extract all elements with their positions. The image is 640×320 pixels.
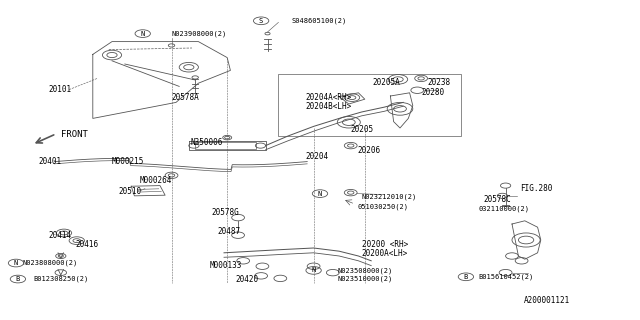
Text: S048605100(2): S048605100(2) <box>291 18 346 24</box>
Text: A200001121: A200001121 <box>524 296 570 305</box>
Text: 20416: 20416 <box>76 240 99 249</box>
Text: B012308250(2): B012308250(2) <box>33 276 88 282</box>
Text: 20401: 20401 <box>38 157 61 166</box>
Text: S: S <box>259 18 263 24</box>
Text: 20420: 20420 <box>236 276 259 284</box>
Text: 20205A: 20205A <box>372 78 400 87</box>
Text: B: B <box>464 274 468 280</box>
Text: N023510000(2): N023510000(2) <box>338 276 393 282</box>
Bar <box>278 74 461 136</box>
Text: 20510: 20510 <box>118 188 141 196</box>
Text: 20101: 20101 <box>48 85 71 94</box>
Text: M000215: M000215 <box>112 157 145 166</box>
Text: M000133: M000133 <box>210 261 243 270</box>
Text: 032110000(2): 032110000(2) <box>479 205 530 212</box>
Text: N023212010(2): N023212010(2) <box>362 194 417 200</box>
Text: B015610452(2): B015610452(2) <box>479 274 534 280</box>
Text: N: N <box>14 260 18 266</box>
Text: 20238: 20238 <box>428 78 451 87</box>
Text: B: B <box>16 276 20 282</box>
Text: 20578A: 20578A <box>172 93 199 102</box>
Text: 20487: 20487 <box>218 228 241 236</box>
Bar <box>195 142 256 149</box>
Text: 20200 <RH>: 20200 <RH> <box>362 240 408 249</box>
Text: FIG.280: FIG.280 <box>520 184 552 193</box>
Text: 20578C: 20578C <box>483 195 511 204</box>
Text: N023908000(2): N023908000(2) <box>172 30 227 37</box>
Text: 20206: 20206 <box>357 146 380 155</box>
Text: M000264: M000264 <box>140 176 172 185</box>
Text: 20204B<LH>: 20204B<LH> <box>306 102 352 111</box>
Text: 20204A<RH>: 20204A<RH> <box>306 93 352 102</box>
Text: 20200A<LH>: 20200A<LH> <box>362 249 408 258</box>
Text: N023508000(2): N023508000(2) <box>338 267 393 274</box>
Text: 20578G: 20578G <box>211 208 239 217</box>
Text: 20414: 20414 <box>48 231 71 240</box>
Text: N350006: N350006 <box>191 138 223 147</box>
Text: 20204: 20204 <box>306 152 329 161</box>
Text: FRONT: FRONT <box>61 130 88 139</box>
Text: N: N <box>318 191 322 196</box>
Text: N: N <box>141 31 145 36</box>
Text: N: N <box>312 268 316 273</box>
Text: 051030250(2): 051030250(2) <box>357 203 408 210</box>
Text: N023808000(2): N023808000(2) <box>22 260 77 266</box>
Text: 20205: 20205 <box>351 125 374 134</box>
Text: 20280: 20280 <box>421 88 444 97</box>
